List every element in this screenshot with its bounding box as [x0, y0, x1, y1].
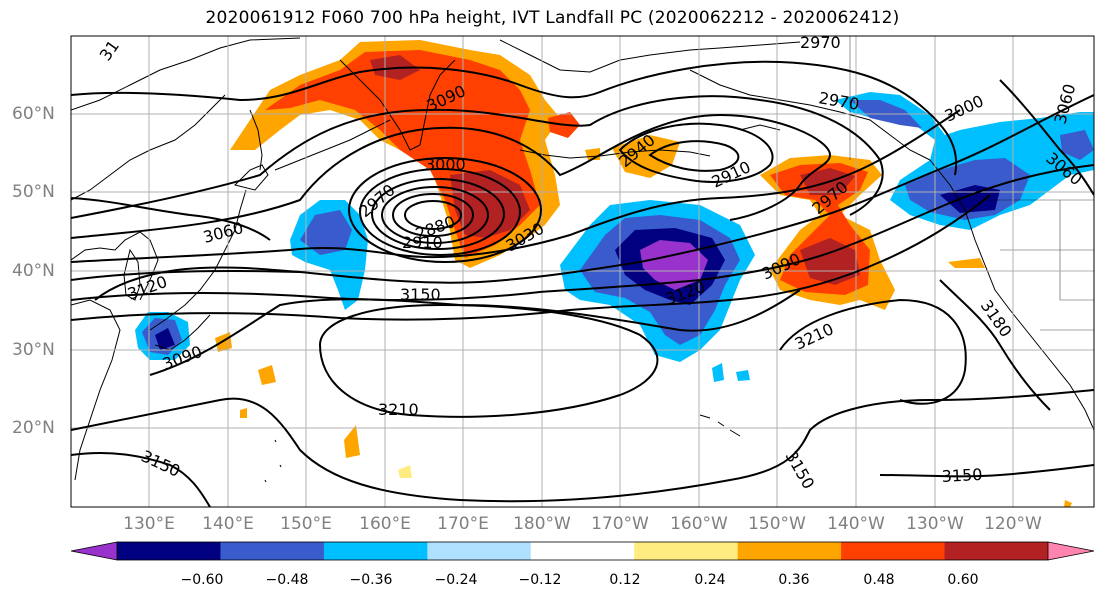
colorbar-segment	[220, 542, 325, 560]
lon-label: 140°W	[827, 514, 885, 534]
colorbar-segment	[530, 542, 635, 560]
boundaries	[849, 36, 1094, 331]
colorbar-tick-label: 0.24	[694, 572, 726, 588]
lon-label: 150°W	[748, 514, 806, 534]
colorbar-tick-label: −0.24	[434, 572, 478, 588]
lon-label: 160°E	[359, 514, 411, 534]
map-title: 2020061912 F060 700 hPa height, IVT Land…	[205, 8, 900, 28]
contour-label: 3150	[400, 285, 441, 304]
contour-label: 3210	[378, 400, 419, 419]
lon-label: 170°W	[591, 514, 649, 534]
contour-label: 3000	[425, 155, 466, 174]
lon-label: 180°W	[513, 514, 571, 534]
colorbar-tick-label: −0.12	[518, 572, 562, 588]
colorbar-segment	[634, 542, 739, 560]
lon-label: 130°W	[906, 514, 964, 534]
contour-label: 2910	[402, 233, 443, 252]
contour-labels: 2970 3090 3000 2970 3030 3060 3120 3090 …	[96, 33, 1086, 492]
colorbar-tick-label: 0.48	[863, 572, 895, 588]
colorbar	[70, 541, 1095, 561]
lon-label: 160°W	[670, 514, 728, 534]
colorbar-tick-label: 0.36	[778, 572, 810, 588]
colorbar-segment	[841, 542, 946, 560]
colorbar-extend-right	[1048, 542, 1094, 560]
coastlines	[71, 37, 1094, 483]
lat-label: 30°N	[12, 340, 55, 360]
lon-label: 150°E	[280, 514, 332, 534]
lon-label: 170°E	[437, 514, 489, 534]
colorbar-tick-label: −0.36	[349, 572, 393, 588]
contour-label: 3150	[941, 465, 983, 486]
lat-label: 20°N	[12, 418, 55, 438]
lon-label: 120°W	[984, 514, 1042, 534]
colorbar-tick-label: 0.12	[609, 572, 641, 588]
height-contours	[71, 60, 1094, 507]
lon-label: 130°E	[123, 514, 175, 534]
colorbar-segment	[944, 542, 1049, 560]
contour-label: 2970	[800, 33, 841, 52]
lon-label: 140°E	[202, 514, 254, 534]
colorbar-extend-left	[71, 542, 117, 560]
colorbar-segment	[117, 542, 221, 560]
colorbar-tick-label: 0.60	[947, 572, 979, 588]
colorbar-tick-label: −0.48	[265, 572, 309, 588]
map-frame	[70, 35, 1095, 508]
lat-label: 60°N	[12, 104, 55, 124]
colorbar-tick-label: −0.60	[180, 572, 224, 588]
colorbar-segment	[323, 542, 428, 560]
colorbar-segment	[427, 542, 532, 560]
lat-label: 40°N	[12, 261, 55, 281]
lat-label: 50°N	[12, 182, 55, 202]
colorbar-segment	[737, 542, 842, 560]
